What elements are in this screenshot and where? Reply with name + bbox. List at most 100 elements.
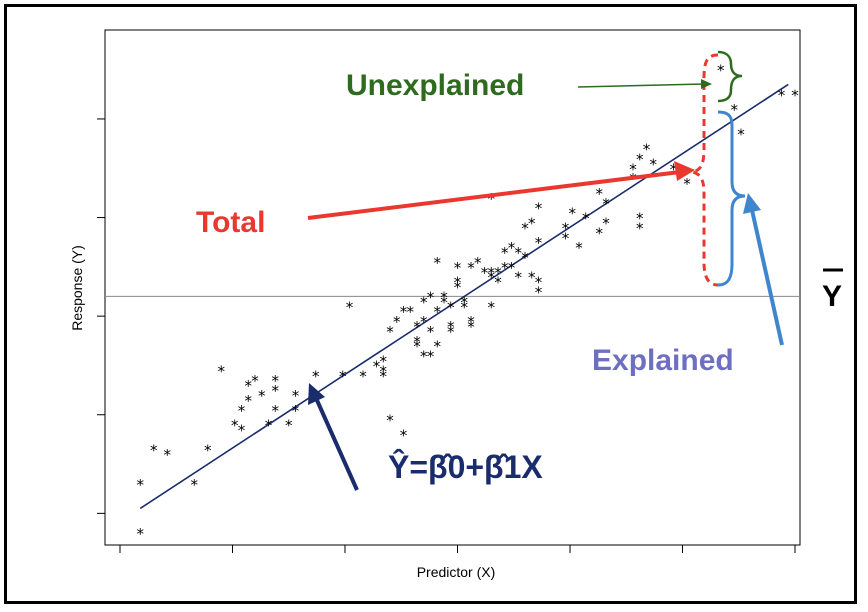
data-point-61: *: [481, 264, 489, 282]
data-point-66: *: [494, 274, 502, 292]
data-point-45: *: [434, 303, 442, 321]
data-point-53: *: [454, 274, 462, 292]
data-point-11: *: [245, 377, 253, 395]
data-point-17: *: [272, 372, 280, 390]
data-point-81: *: [535, 200, 543, 218]
data-point-65: *: [488, 190, 496, 208]
data-point-70: *: [508, 259, 516, 277]
data-point-27: *: [380, 362, 388, 380]
data-point-78: *: [535, 284, 543, 302]
data-point-30: *: [386, 323, 394, 341]
data-point-64: *: [488, 264, 496, 282]
explained-brace: [717, 110, 746, 287]
data-point-95: *: [636, 210, 644, 228]
data-point-69: *: [501, 244, 509, 262]
data-point-33: *: [400, 303, 408, 321]
data-point-91: *: [629, 160, 637, 178]
total-deviation-bracket: [691, 53, 719, 287]
data-point-98: *: [670, 160, 678, 178]
data-point-28: *: [380, 353, 388, 371]
data-point-40: *: [420, 293, 428, 311]
data-point-0: *: [137, 525, 145, 543]
data-point-74: *: [521, 249, 529, 267]
data-point-8: *: [238, 422, 246, 440]
data-point-58: *: [467, 313, 475, 331]
data-point-56: *: [461, 298, 469, 316]
total-arrow-head: [674, 161, 695, 181]
data-point-54: *: [454, 279, 462, 297]
data-point-100: *: [717, 62, 725, 80]
data-point-1: *: [137, 476, 145, 494]
data-point-94: *: [636, 219, 644, 237]
data-point-39: *: [420, 313, 428, 331]
data-point-41: *: [427, 288, 435, 306]
data-point-43: *: [427, 323, 435, 341]
data-point-16: *: [272, 382, 280, 400]
data-point-55: *: [461, 293, 469, 311]
y-bar-label: Y: [822, 280, 842, 313]
data-point-37: *: [413, 318, 421, 336]
data-point-13: *: [258, 387, 266, 405]
data-point-103: *: [778, 86, 786, 104]
data-point-20: *: [292, 387, 300, 405]
data-point-86: *: [582, 210, 590, 228]
data-point-44: *: [434, 338, 442, 356]
data-point-47: *: [440, 293, 448, 311]
data-point-80: *: [535, 234, 543, 252]
data-point-9: *: [238, 402, 246, 420]
x-axis-title: Predictor (X): [417, 564, 496, 580]
data-point-79: *: [535, 274, 543, 292]
data-point-60: *: [474, 254, 482, 272]
data-point-96: *: [643, 141, 651, 159]
data-point-77: *: [528, 214, 536, 232]
data-point-75: *: [521, 219, 529, 237]
data-point-34: *: [407, 303, 415, 321]
data-point-51: *: [447, 318, 455, 336]
unexplained-brace: [717, 50, 743, 103]
data-point-83: *: [562, 219, 570, 237]
data-point-29: *: [386, 412, 394, 430]
data-point-32: *: [400, 426, 408, 444]
data-point-22: *: [339, 367, 347, 385]
data-point-5: *: [204, 441, 212, 459]
unexplained-arrow: [577, 83, 705, 88]
data-point-25: *: [373, 357, 381, 375]
data-point-62: *: [488, 298, 496, 316]
data-point-6: *: [218, 362, 226, 380]
data-point-38: *: [420, 348, 428, 366]
data-point-97: *: [650, 155, 658, 173]
equation-text: Ŷ=β̂0+β̂1X: [388, 449, 543, 485]
data-point-52: *: [454, 259, 462, 277]
data-point-89: *: [602, 195, 610, 213]
data-point-93: *: [636, 150, 644, 168]
total-label: Total: [196, 206, 265, 239]
unexplained-arrow-head: [701, 79, 712, 89]
data-point-67: *: [494, 264, 502, 282]
data-point-2: *: [150, 441, 158, 459]
data-point-104: *: [791, 86, 799, 104]
data-point-99: *: [683, 175, 691, 193]
data-point-46: *: [434, 254, 442, 272]
data-point-71: *: [508, 239, 516, 257]
data-point-21: *: [312, 367, 320, 385]
data-point-23: *: [346, 298, 354, 316]
data-point-4: *: [191, 476, 199, 494]
data-point-72: *: [515, 244, 523, 262]
data-point-87: *: [596, 224, 604, 242]
data-point-50: *: [447, 323, 455, 341]
regression-equation: Ŷ=β̂0+β̂1X: [388, 449, 543, 485]
data-point-73: *: [515, 269, 523, 287]
data-point-76: *: [528, 269, 536, 287]
data-point-35: *: [413, 338, 421, 356]
data-point-82: *: [562, 229, 570, 247]
data-point-31: *: [393, 313, 401, 331]
axis-ticks: [97, 118, 796, 553]
data-point-102: *: [737, 126, 745, 144]
data-point-24: *: [359, 367, 367, 385]
data-point-101: *: [731, 101, 739, 119]
data-point-48: *: [440, 288, 448, 306]
data-point-15: *: [272, 402, 280, 420]
data-point-42: *: [427, 348, 435, 366]
explained-arrow: [750, 209, 784, 346]
total-arrow: [307, 170, 681, 220]
